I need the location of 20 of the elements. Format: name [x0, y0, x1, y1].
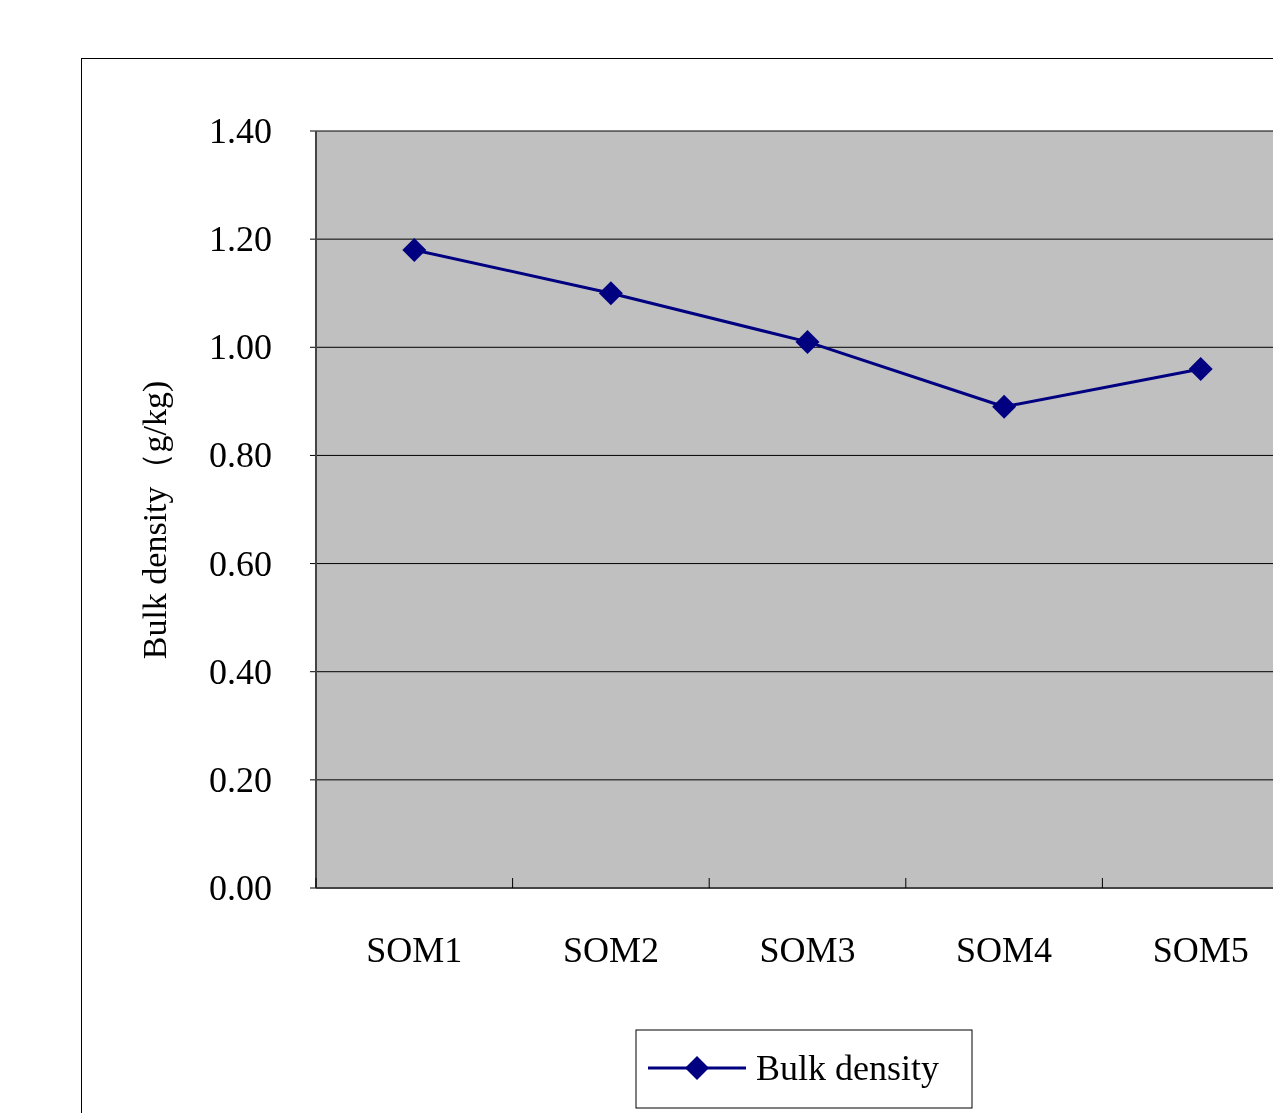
x-tick-label: SOM2 — [562, 930, 659, 970]
y-tick-label: 1.40 — [209, 111, 272, 151]
x-tick-label: SOM3 — [759, 930, 856, 970]
legend-label: Bulk density — [756, 1048, 940, 1088]
x-tick-label: SOM4 — [956, 930, 1053, 970]
y-tick-label: 0.40 — [209, 651, 272, 692]
point — [795, 329, 820, 354]
y-axis-title: Bulk density（g/kg) — [136, 380, 174, 660]
point — [1188, 356, 1213, 381]
y-tick-label: 0.80 — [209, 435, 272, 476]
y-tick-label: 0.60 — [209, 543, 272, 584]
x-tick-label: SOM1 — [366, 930, 463, 970]
y-tick-label: 1.20 — [209, 219, 272, 260]
point — [402, 237, 427, 262]
y-tick-label: 0.00 — [209, 868, 272, 908]
point — [598, 281, 623, 306]
point — [992, 394, 1017, 419]
y-tick-label: 0.20 — [209, 759, 272, 800]
x-tick-label: SOM5 — [1152, 930, 1249, 970]
y-tick-label: 1.00 — [209, 327, 272, 368]
